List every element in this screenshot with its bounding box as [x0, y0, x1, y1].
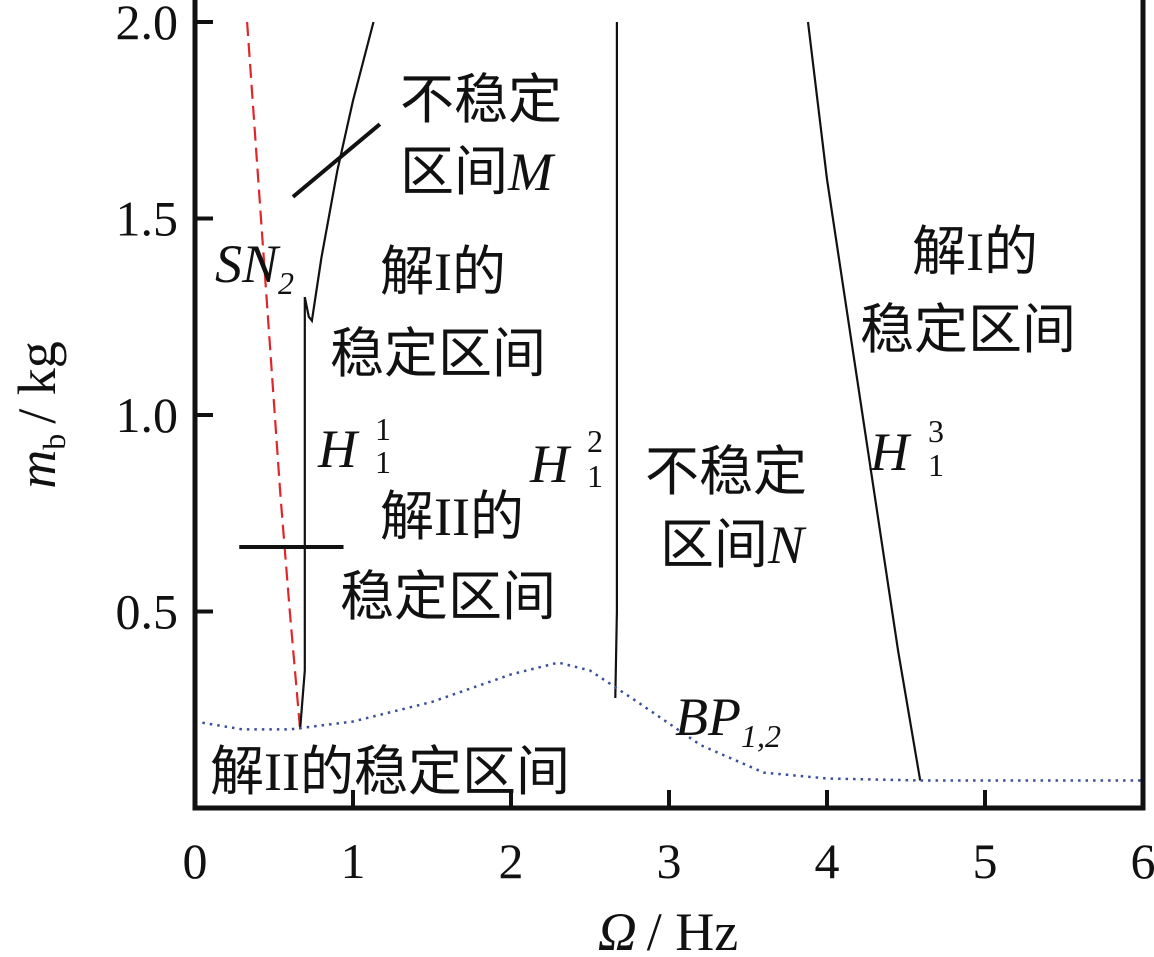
label-h13-sup: 3: [928, 413, 944, 449]
label-stable-i-right-line1: 解I的: [912, 222, 1038, 282]
label-sn2: SN2: [215, 234, 294, 301]
label-unstable-n-line2: 区间N: [660, 515, 807, 575]
label-h11: H: [317, 419, 360, 479]
y-tick-label: 1.5: [116, 191, 179, 247]
label-h13: H: [869, 422, 912, 482]
label-stable-i-right-line2: 稳定区间: [860, 300, 1076, 360]
series-bp1-2-curve: [194, 661, 1143, 782]
label-h11-sub: 1: [375, 444, 391, 480]
label-unstable-m-line2: 区间M: [400, 142, 556, 202]
x-tick-label: 3: [657, 833, 682, 889]
x-tick-label: 0: [183, 833, 208, 889]
series-sn2-curve: [246, 21, 302, 730]
axes-frame: [192, 0, 1146, 811]
x-tick-label: 1: [341, 833, 366, 889]
y-tick-label: 1.0: [116, 387, 179, 443]
label-stable-i-left-line1: 解I的: [380, 242, 506, 302]
label-bp12: BP1,2: [675, 687, 781, 754]
x-tick-label: 4: [815, 833, 840, 889]
label-unstable-m-line1: 不稳定: [400, 70, 562, 130]
label-h12: H: [529, 434, 572, 494]
x-tick-label: 5: [973, 833, 998, 889]
x-tick-label: 2: [499, 833, 524, 889]
label-unstable-n-line1: 不稳定: [645, 442, 807, 502]
label-h13-sub: 1: [928, 447, 944, 483]
x-axis-label: Ω / Hz: [598, 902, 739, 957]
plot-frame: 0 1 2 3 4 5 60.51.01.52.0: [116, 0, 1154, 889]
label-stable-ii-bottom: 解II的稳定区间: [210, 742, 570, 802]
leader-line-0: [291, 122, 382, 199]
label-stable-ii-mid-line2: 稳定区间: [340, 567, 556, 627]
series-h1-3-curve: [806, 21, 922, 781]
x-tick-label: 6: [1131, 833, 1154, 889]
y-tick-label: 2.0: [116, 0, 179, 50]
label-h11-sup: 1: [375, 411, 391, 447]
series-h1-2-curve: [614, 22, 618, 699]
label-stable-ii-mid-line1: 解II的: [380, 487, 524, 547]
label-h12-sup: 2: [587, 423, 603, 459]
label-h12-sub: 1: [587, 458, 603, 494]
y-tick-label: 0.5: [116, 584, 179, 640]
y-axis-label: mb/ kg: [7, 341, 72, 489]
label-stable-i-left-line2: 稳定区间: [330, 324, 546, 384]
